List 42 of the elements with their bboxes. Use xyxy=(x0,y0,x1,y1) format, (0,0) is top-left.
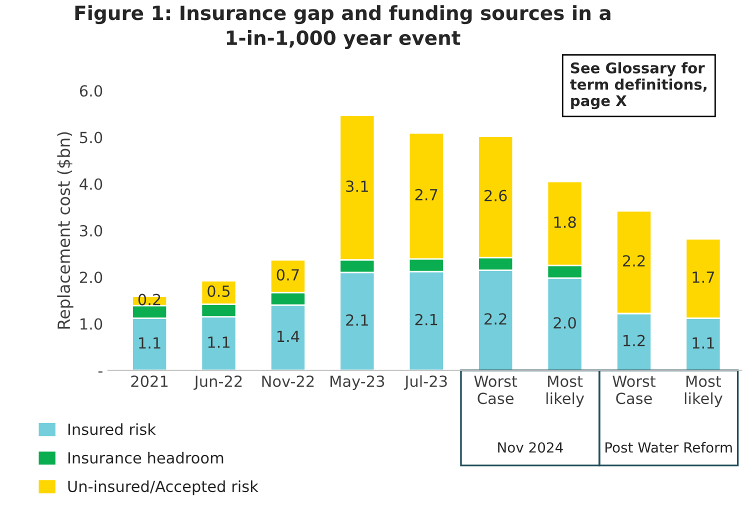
x-tick-label: Jul-23 xyxy=(404,375,447,390)
y-tick-label: 4.0 xyxy=(80,178,102,190)
data-label: 0.2 xyxy=(138,294,160,306)
y-tick-label: 5.0 xyxy=(80,132,102,144)
y-axis-title: Replacement cost ($bn) xyxy=(57,132,74,329)
chart-title: Figure 1: Insurance gap and funding sources in a 1-in-1,000 year event xyxy=(75,5,610,50)
data-label: 2.1 xyxy=(415,314,438,326)
data-label: 2.2 xyxy=(622,255,645,266)
legend-label: Un-insured/Accepted risk xyxy=(68,480,258,496)
x-tick-label: May-23 xyxy=(330,376,384,390)
x-tick-label: Worst Case xyxy=(474,376,518,404)
text: Nov 2024 xyxy=(498,442,563,453)
data-label: 1.1 xyxy=(139,337,160,348)
legend-label: Insured risk xyxy=(68,423,156,436)
text: Post Water Reform xyxy=(606,442,732,453)
data-label: 3.1 xyxy=(346,180,368,192)
data-label: 1.2 xyxy=(624,334,645,346)
x-tick-label: Nov-22 xyxy=(262,376,314,388)
legend-label: Insurance headroom xyxy=(68,452,224,464)
y-tick-label: 2.0 xyxy=(80,272,102,284)
data-label: 2.7 xyxy=(415,188,438,200)
data-label: 1.1 xyxy=(208,336,230,348)
y-tick-label: 3.0 xyxy=(80,224,102,237)
data-label: 2.0 xyxy=(554,317,576,329)
x-tick-label: 2021 xyxy=(131,376,168,388)
x-tick-label: Most likely xyxy=(546,376,584,408)
y-tick-label: - xyxy=(98,371,102,373)
data-label: 2.1 xyxy=(346,314,368,326)
data-label: 0.5 xyxy=(208,285,230,297)
data-label: 1.8 xyxy=(554,216,576,228)
y-tick-label: 1.0 xyxy=(80,318,102,330)
data-label: 2.2 xyxy=(484,313,506,324)
x-tick-label: Jun-22 xyxy=(194,376,242,390)
data-label: 1.4 xyxy=(277,330,300,342)
annotation: See Glossary for term definitions, page X xyxy=(570,62,706,110)
data-label: 2.6 xyxy=(484,190,507,202)
data-label: 1.7 xyxy=(692,272,714,283)
x-tick-label: Worst Case xyxy=(612,376,656,404)
data-label: 0.7 xyxy=(276,269,299,281)
data-label: 1.1 xyxy=(692,337,714,348)
x-tick-label: Most likely xyxy=(684,376,722,408)
y-tick-label: 6.0 xyxy=(80,85,102,97)
